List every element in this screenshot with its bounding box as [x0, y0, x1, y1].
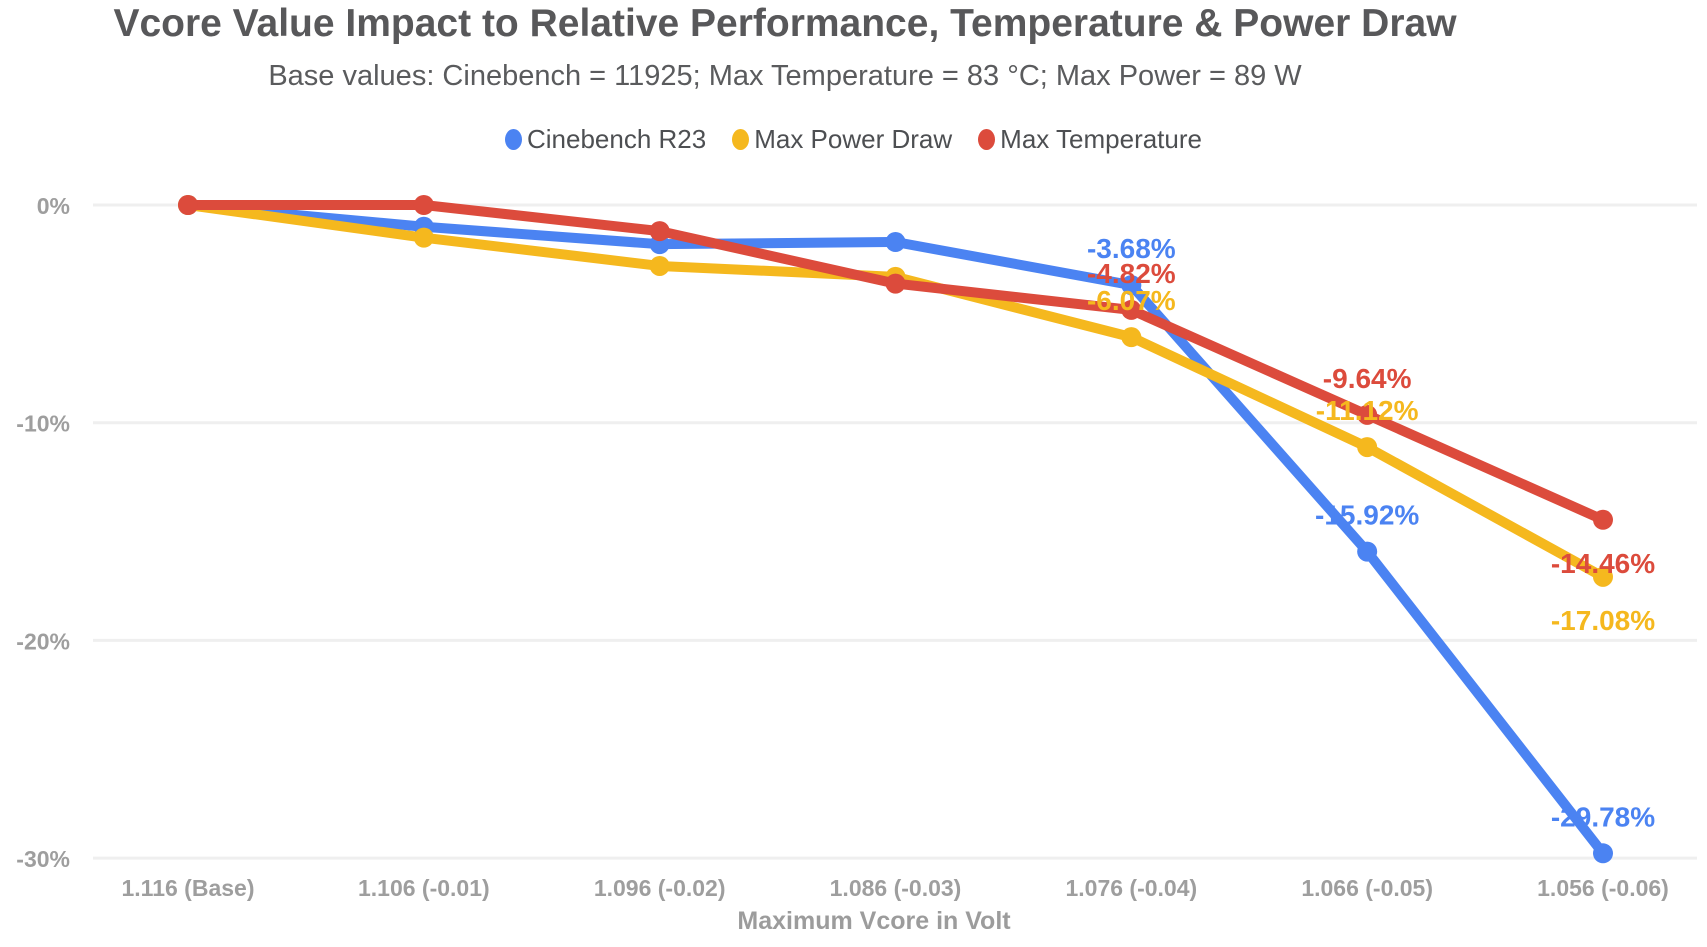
data-label-max-power-draw-5: -11.12%: [1316, 395, 1419, 426]
data-point-max-temperature-0[interactable]: [178, 195, 198, 215]
data-point-cinebench-r23-5[interactable]: [1357, 541, 1378, 562]
data-point-max-temperature-4[interactable]: [1121, 299, 1142, 320]
x-axis-tick-label: 1.056 (-0.06): [1537, 875, 1669, 901]
data-label-cinebench-r23-5: -15.92%: [1315, 500, 1419, 531]
legend-item-cinebench-r23[interactable]: Cinebench R23: [504, 124, 707, 154]
data-point-cinebench-r23-4[interactable]: [1121, 275, 1142, 296]
y-axis-tick-label: -20%: [16, 628, 70, 654]
chart-header: Vcore Value Impact to Relative Performan…: [0, 0, 1570, 93]
x-axis-tick-label: 1.076 (-0.04): [1065, 875, 1197, 901]
x-axis-tick-label: 1.096 (-0.02): [594, 875, 726, 901]
x-axis-tick-label: 1.106 (-0.01): [358, 875, 490, 901]
data-point-max-temperature-2[interactable]: [649, 221, 670, 242]
y-axis-tick-label: -10%: [16, 411, 70, 437]
data-label-cinebench-r23-4: -3.68%: [1087, 233, 1176, 264]
legend-marker-icon: [732, 128, 750, 150]
data-label-cinebench-r23-6: -29.78%: [1551, 801, 1655, 832]
x-axis-title: Maximum Vcore in Volt: [737, 907, 1011, 935]
chart-subtitle: Base values: Cinebench = 11925; Max Temp…: [268, 60, 1302, 92]
data-label-max-power-draw-4: -6.07%: [1087, 285, 1176, 316]
data-label-max-temperature-5: -9.64%: [1323, 363, 1412, 394]
data-label-max-power-draw-6: -17.08%: [1551, 605, 1655, 636]
y-axis-tick-label: -30%: [16, 846, 70, 872]
data-point-cinebench-r23-6[interactable]: [1593, 843, 1613, 864]
data-point-cinebench-r23-3[interactable]: [885, 232, 906, 253]
data-point-max-power-draw-2[interactable]: [649, 255, 670, 276]
legend: Cinebench R23 Max Power Draw Max Tempera…: [0, 126, 1707, 152]
data-point-max-temperature-3[interactable]: [885, 273, 906, 294]
legend-marker-icon: [978, 128, 996, 150]
legend-marker-icon: [504, 128, 522, 150]
data-point-max-power-draw-6[interactable]: [1593, 566, 1613, 587]
data-point-max-power-draw-5[interactable]: [1357, 437, 1378, 458]
x-axis-tick-label: 1.086 (-0.03): [830, 875, 962, 901]
data-label-max-temperature-4: -4.82%: [1087, 258, 1176, 289]
chart-title: Vcore Value Impact to Relative Performan…: [113, 2, 1457, 45]
data-point-max-power-draw-1[interactable]: [413, 227, 434, 248]
legend-item-max-power-draw[interactable]: Max Power Draw: [732, 126, 952, 152]
x-axis-tick-label: 1.066 (-0.05): [1301, 875, 1433, 901]
legend-label: Cinebench R23: [526, 124, 707, 154]
y-axis-tick-label: 0%: [37, 193, 70, 219]
legend-label: Max Power Draw: [754, 124, 953, 154]
data-label-max-temperature-6: -14.46%: [1551, 548, 1655, 579]
data-point-max-temperature-6[interactable]: [1593, 509, 1613, 530]
legend-item-max-temperature[interactable]: Max Temperature: [978, 126, 1202, 152]
data-point-max-temperature-1[interactable]: [413, 195, 434, 215]
x-axis-tick-label: 1.116 (Base): [122, 875, 255, 901]
data-point-max-power-draw-4[interactable]: [1121, 327, 1142, 348]
data-point-max-temperature-5[interactable]: [1357, 404, 1378, 425]
legend-label: Max Temperature: [1000, 124, 1202, 154]
